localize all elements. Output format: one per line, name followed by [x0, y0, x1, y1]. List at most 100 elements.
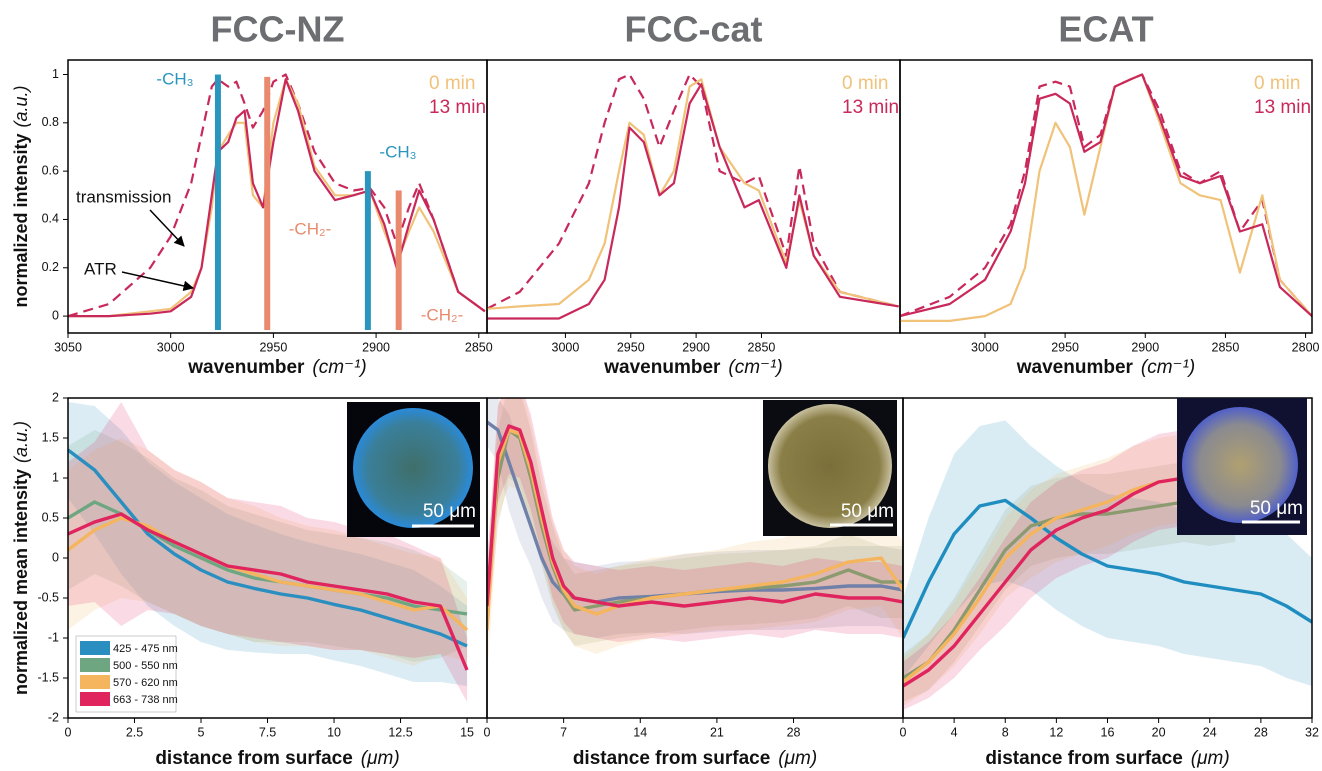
x-tick-label: 2850	[748, 340, 776, 354]
data-line	[900, 73, 1312, 318]
scale-label: 50 μm	[423, 501, 476, 522]
marker-label: -CH₂-	[289, 219, 331, 238]
marker-label: -CH₃	[156, 69, 193, 88]
x-tick-label: 2950	[617, 340, 645, 354]
x-tick-label: 15	[460, 725, 474, 739]
x-axis-title: wavenumber	[1016, 357, 1134, 378]
x-tick-label: 0	[900, 725, 907, 739]
x-tick-label: 2900	[362, 340, 390, 354]
legend-label: 13 min	[1254, 97, 1311, 118]
annotation: ATR	[84, 259, 117, 278]
x-axis-title: distance from surface	[573, 748, 770, 769]
legend-swatch	[80, 641, 110, 655]
x-tick-label: 2950	[1051, 340, 1079, 354]
marker-label: -CH₂-	[421, 305, 463, 324]
x-tick-label: 0	[65, 725, 72, 739]
y-tick-label: 0	[52, 550, 59, 564]
scale-label: 50 μm	[1250, 498, 1303, 519]
x-axis-unit: (cm⁻¹)	[312, 357, 366, 378]
data-line	[68, 73, 486, 318]
y-tick-label: 0.5	[42, 510, 59, 524]
y-axis-unit: (a.u.)	[11, 421, 31, 463]
x-tick-label: 3000	[552, 340, 580, 354]
legend-label: 13 min	[842, 97, 899, 118]
band-marker	[264, 76, 271, 331]
x-axis-label: wavenumber (cm⁻¹)	[1016, 357, 1196, 378]
x-tick-label: 0	[484, 725, 491, 739]
x-tick-label: 3050	[54, 340, 82, 354]
band-marker	[214, 74, 221, 330]
legend-swatch	[80, 692, 110, 706]
y-tick-label: -0.5	[37, 590, 59, 604]
data-line	[68, 512, 469, 671]
band-marker	[364, 171, 371, 330]
y-axis-title: normalized intensity	[11, 133, 31, 307]
error-band	[68, 402, 468, 702]
data-line	[68, 448, 468, 648]
x-tick-label: 3000	[971, 340, 999, 354]
panel-title: ECAT	[1058, 9, 1153, 50]
y-tick-label: 0.6	[42, 163, 59, 177]
x-tick-label: 2800	[1292, 340, 1320, 354]
y-tick-label: 1	[52, 67, 59, 81]
x-axis-title: distance from surface	[985, 748, 1182, 769]
panel-title: FCC-cat	[624, 9, 762, 50]
legend-swatch	[80, 658, 110, 672]
particle	[1182, 407, 1298, 523]
x-tick-label: 2850	[465, 340, 493, 354]
x-axis-unit: (μm)	[1191, 748, 1230, 769]
x-axis-label: distance from surface (μm)	[155, 748, 399, 769]
x-tick-label: 2.5	[126, 725, 143, 739]
plot-area	[487, 73, 899, 320]
plot-area	[900, 73, 1312, 322]
data-line	[487, 83, 899, 320]
x-tick-label: 12	[1049, 725, 1063, 739]
y-tick-label: 0	[52, 308, 59, 322]
plot-area	[903, 420, 1312, 710]
error-band	[68, 438, 468, 666]
legend-label: 0 min	[842, 73, 888, 94]
plot-area	[68, 402, 469, 702]
data-line	[487, 420, 903, 604]
y-tick-label: 1.5	[42, 430, 59, 444]
x-tick-label: 12.5	[388, 725, 412, 739]
x-tick-label: 7.5	[259, 725, 276, 739]
x-tick-label: 28	[787, 725, 801, 739]
x-tick-label: 16	[1101, 725, 1115, 739]
x-tick-label: 32	[1305, 725, 1319, 739]
data-line	[903, 498, 1312, 639]
x-tick-label: 2950	[259, 340, 287, 354]
y-axis-label: normalized mean intensity (a.u.)	[11, 421, 31, 695]
inset: 50 μm	[347, 402, 480, 537]
error-band	[903, 434, 1185, 706]
legend-label: 0 min	[1254, 73, 1300, 94]
x-tick-label: 4	[951, 725, 958, 739]
annotation-arrow	[121, 271, 195, 292]
x-axis-unit: (cm⁻¹)	[728, 357, 782, 378]
y-tick-label: 1	[52, 470, 59, 484]
data-line	[900, 73, 1312, 322]
legend: 425 - 475 nm 500 - 550 nm 570 - 620 nm 663 …	[75, 635, 178, 713]
y-tick-label: -1.5	[37, 670, 59, 684]
error-band	[68, 402, 468, 686]
y-axis-unit: (a.u.)	[11, 85, 31, 127]
legend-label: 13 min	[429, 97, 486, 118]
plot-area	[487, 398, 903, 678]
inset: 50 μm	[763, 400, 897, 536]
x-tick-label: 14	[633, 725, 647, 739]
y-tick-label: -1	[48, 630, 59, 644]
x-tick-label: 21	[710, 725, 724, 739]
x-tick-label: 2900	[1131, 340, 1159, 354]
y-tick-label: 0.2	[42, 260, 59, 274]
particle	[768, 404, 892, 528]
data-line	[487, 78, 899, 310]
x-tick-label: 7	[560, 725, 567, 739]
error-band	[903, 462, 1236, 702]
y-axis-label: normalized intensity (a.u.)	[11, 85, 31, 307]
x-tick-label: 8	[1002, 725, 1009, 739]
x-tick-label: 5	[198, 725, 205, 739]
x-axis-label: wavenumber (cm⁻¹)	[187, 357, 367, 378]
particle	[353, 408, 473, 528]
